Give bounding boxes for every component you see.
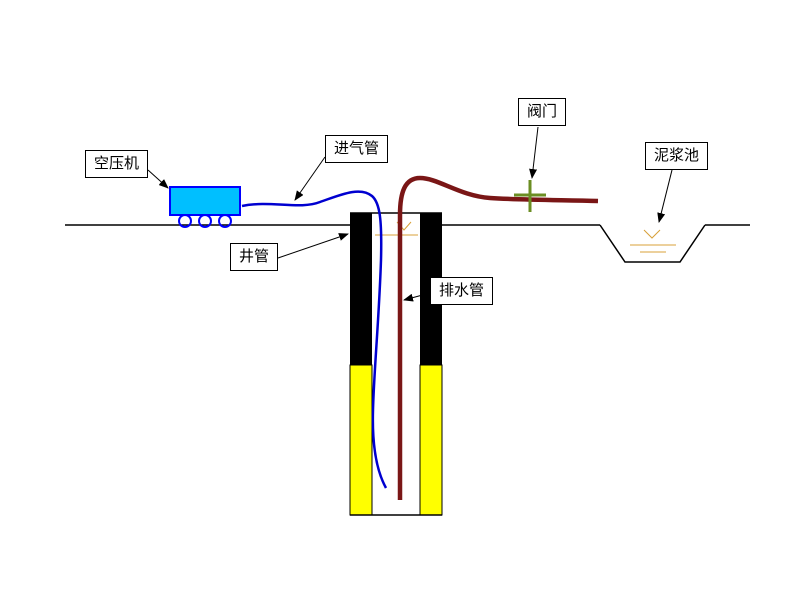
label-drain-pipe: 排水管 (430, 277, 493, 305)
label-intake-pipe: 进气管 (325, 135, 388, 163)
label-valve: 阀门 (518, 98, 566, 126)
well-wall-left-black (350, 213, 372, 365)
diagram-svg (0, 0, 805, 600)
arrow-compressor (148, 170, 168, 188)
compressor-body (170, 187, 240, 215)
label-mud-pit: 泥浆池 (645, 142, 708, 170)
arrow-valve (532, 127, 538, 178)
mud-pit-water-marks (630, 230, 676, 252)
well-wall-right-yellow (420, 365, 442, 515)
well-wall-left-yellow (350, 365, 372, 515)
arrow-wellpipe (278, 234, 348, 258)
arrow-mudpit (659, 170, 672, 222)
label-compressor: 空压机 (85, 150, 148, 178)
valve-symbol (514, 180, 546, 212)
diagram-canvas: 空压机 进气管 阀门 泥浆池 井管 排水管 (0, 0, 805, 600)
arrow-intake (295, 157, 325, 200)
label-well-pipe: 井管 (230, 243, 278, 271)
mud-pit-shape (600, 225, 705, 262)
compressor-cart (170, 187, 240, 227)
